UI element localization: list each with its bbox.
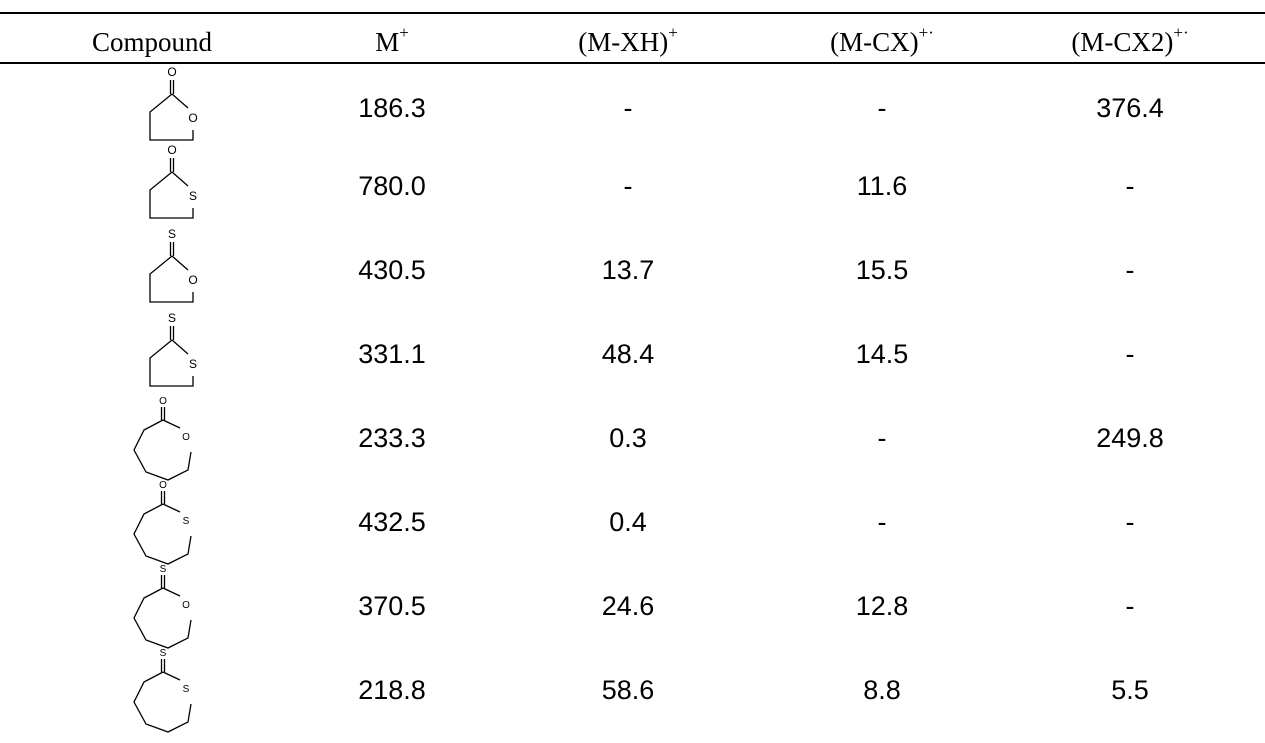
cell-m-cx2: - xyxy=(1125,255,1135,285)
compound-structure-svg: SO xyxy=(149,227,198,303)
compound-structure-svg: OS xyxy=(149,143,197,219)
header-m-cx: (M-CX)+· xyxy=(830,23,934,57)
cell-m-cx2: 376.4 xyxy=(1096,93,1164,123)
cell-m-cx: 14.5 xyxy=(855,339,909,369)
ring-atom-label: S xyxy=(189,357,197,371)
cell-m-xh: 0.3 xyxy=(609,423,647,453)
ring-atom-label: O xyxy=(188,273,197,287)
header-m-cx2: (M-CX2)+· xyxy=(1071,23,1189,57)
cell-m-cx2: - xyxy=(1125,507,1135,537)
cell-m-xh: 13.7 xyxy=(601,255,655,285)
cell-m-xh: - xyxy=(623,93,633,123)
table-row: O S 780.0-11.6- xyxy=(0,143,1265,228)
ring-atom-label: S xyxy=(189,189,197,203)
cell-m-cx: 15.5 xyxy=(855,255,909,285)
exo-atom-label: S xyxy=(168,311,176,325)
ring-atom-label: S xyxy=(183,516,190,527)
table-row: O O 186.3- -376.4 xyxy=(0,65,1265,150)
cell-m: 186.3 xyxy=(358,93,426,123)
compound-structure-svg: SS xyxy=(133,648,192,733)
header-m-xh: (M-XH)+ xyxy=(578,23,678,57)
compound-structure-svg: OS xyxy=(133,480,192,565)
cell-m: 370.5 xyxy=(358,591,426,621)
header-m: M+ xyxy=(375,23,409,57)
cell-m: 218.8 xyxy=(358,675,426,705)
exo-atom-label: O xyxy=(167,143,176,157)
exo-atom-label: O xyxy=(159,480,167,491)
cell-m: 430.5 xyxy=(358,255,426,285)
cell-m-xh: - xyxy=(623,171,633,201)
table-row: S O 430.5 13.7 15.5- xyxy=(0,227,1265,312)
table-top-rule xyxy=(0,12,1265,14)
compound-structure-svg: OO xyxy=(133,396,192,481)
cell-m: 233.3 xyxy=(358,423,426,453)
cell-m-cx: - xyxy=(877,93,887,123)
ring-atom-label: S xyxy=(183,684,190,695)
cell-m: 780.0 xyxy=(358,171,426,201)
cell-m-cx: 12.8 xyxy=(855,591,909,621)
table-header-rule xyxy=(0,62,1265,64)
header-compound: Compound xyxy=(91,27,213,57)
compound-structure-svg: SS xyxy=(149,311,197,387)
table-row: S S 218.8 58.6 8.8 5.5 xyxy=(0,648,1265,733)
table-row: S S 331.1 48.4 14.5- xyxy=(0,311,1265,396)
cell-m-cx2: - xyxy=(1125,339,1135,369)
cell-m-xh: 48.4 xyxy=(601,339,655,369)
exo-atom-label: O xyxy=(167,65,176,79)
cell-m-xh: 58.6 xyxy=(601,675,655,705)
cell-m: 432.5 xyxy=(358,507,426,537)
cell-m-cx: - xyxy=(877,423,887,453)
exo-atom-label: S xyxy=(168,227,176,241)
cell-m-cx2: - xyxy=(1125,171,1135,201)
exo-atom-label: S xyxy=(160,648,167,659)
cell-m-xh: 0.4 xyxy=(609,507,647,537)
compound-structure-svg: OO xyxy=(149,65,198,141)
table-row: S O 370.5 24.6 12.8- xyxy=(0,564,1265,649)
table-row: O O 233.3 0.3-249.8 xyxy=(0,396,1265,481)
table-header-row: Compound M+ (M-XH)+ (M-CX)+· (M-CX2)+· xyxy=(0,12,1265,62)
cell-m-cx: 11.6 xyxy=(856,171,908,201)
ring-atom-label: O xyxy=(182,600,190,611)
cell-m-cx2: 5.5 xyxy=(1111,675,1149,705)
cell-m-cx2: 249.8 xyxy=(1096,423,1164,453)
exo-atom-label: O xyxy=(159,396,167,407)
ring-atom-label: O xyxy=(188,111,197,125)
cell-m-cx2: - xyxy=(1125,591,1135,621)
cell-m-cx: 8.8 xyxy=(863,675,901,705)
ring-atom-label: O xyxy=(182,432,190,443)
compound-structure-svg: SO xyxy=(133,564,192,649)
cell-m-cx: - xyxy=(877,507,887,537)
cell-m-xh: 24.6 xyxy=(601,591,655,621)
cell-m: 331.1 xyxy=(358,339,426,369)
table-row: O S 432.5 0.4- - xyxy=(0,480,1265,565)
exo-atom-label: S xyxy=(160,564,167,575)
